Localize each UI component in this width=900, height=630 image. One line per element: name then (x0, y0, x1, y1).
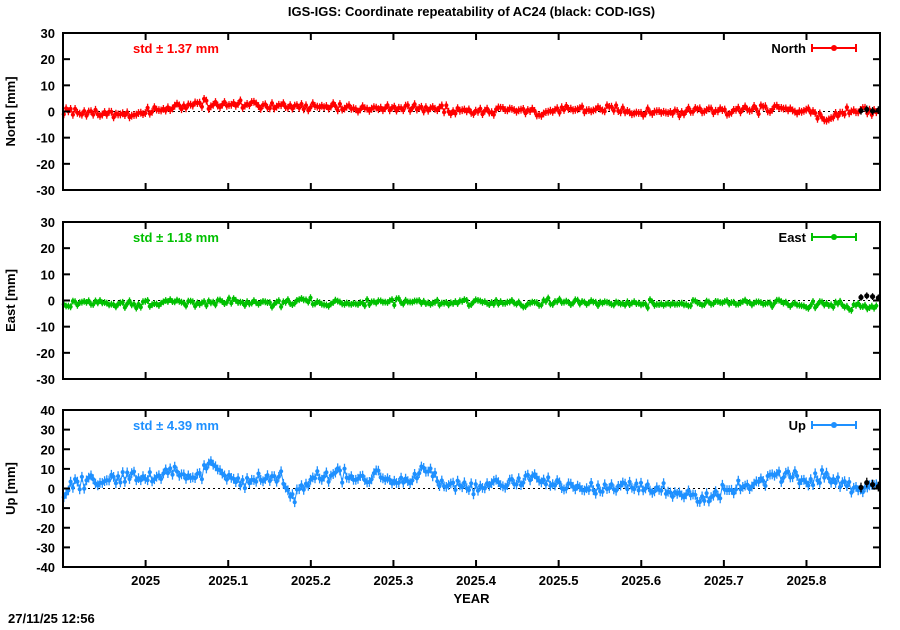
x-tick-label: 2025.7 (704, 573, 744, 588)
x-tick-label: 2025.1 (208, 573, 248, 588)
y-tick-label: 20 (41, 442, 55, 457)
y-tick-label: 30 (41, 26, 55, 41)
y-tick-label: 40 (41, 403, 55, 418)
y-tick-label: 20 (41, 241, 55, 256)
legend-label-north: North (771, 41, 806, 56)
x-tick-label: 2025.6 (621, 573, 661, 588)
y-tick-label: -40 (36, 560, 55, 575)
y-tick-label: 0 (48, 482, 55, 497)
y-axis-label: North [mm] (3, 76, 18, 146)
y-tick-label: -10 (36, 131, 55, 146)
y-tick-label: -30 (36, 540, 55, 555)
reference-point (858, 484, 864, 491)
chart-title: IGS-IGS: Coordinate repeatability of AC2… (287, 4, 656, 19)
plot-timestamp: 27/11/25 12:56 (8, 611, 95, 626)
x-tick-label: 2025.3 (374, 573, 414, 588)
y-tick-label: -20 (36, 521, 55, 536)
reference-point (864, 293, 870, 299)
y-tick-label: 0 (48, 294, 55, 309)
reference-point (864, 480, 870, 486)
y-tick-label: 0 (48, 105, 55, 120)
y-tick-label: -10 (36, 320, 55, 335)
y-axis-label: Up [mm] (3, 462, 18, 515)
north-panel: 30 20 10 0 -10 -20 -30 North [mm] (3, 26, 881, 198)
y-tick-label: -30 (36, 183, 55, 198)
std-annotation-north: std ± 1.37 mm (133, 41, 219, 56)
y-tick-label: 10 (41, 267, 55, 282)
x-tick-label: 2025.2 (291, 573, 331, 588)
x-tick-label: 2025.8 (787, 573, 827, 588)
y-tick-label: -20 (36, 157, 55, 172)
x-tick-label: 2025.4 (456, 573, 497, 588)
reference-point (869, 293, 876, 300)
y-tick-label: -20 (36, 346, 55, 361)
y-axis-label: East [mm] (3, 269, 18, 332)
y-tick-label: 30 (41, 423, 55, 438)
x-tick-label: 2025 (131, 573, 160, 588)
x-axis-label: YEAR (453, 591, 490, 606)
reference-point (858, 294, 864, 300)
reference-point (864, 106, 870, 113)
x-tick-label: 2025.5 (539, 573, 579, 588)
std-annotation-east: std ± 1.18 mm (133, 230, 219, 245)
y-tick-label: 10 (41, 462, 55, 477)
y-tick-label: 20 (41, 52, 55, 67)
up-panel: 40 30 20 10 0 -10 -20 -30 -40 2025 2025.1 2025.2 202… (3, 403, 881, 588)
y-tick-label: -30 (36, 372, 55, 387)
reference-point (858, 108, 864, 114)
reference-point (869, 481, 876, 488)
legend-label-up: Up (788, 418, 806, 433)
y-tick-label: 10 (41, 78, 55, 93)
std-annotation-up: std ± 4.39 mm (133, 418, 219, 433)
legend-label-east: East (778, 230, 806, 245)
east-panel: 30 20 10 0 -10 -20 -30 East [mm] (3, 215, 881, 387)
y-tick-label: 30 (41, 215, 55, 230)
y-tick-label: -10 (36, 501, 55, 516)
